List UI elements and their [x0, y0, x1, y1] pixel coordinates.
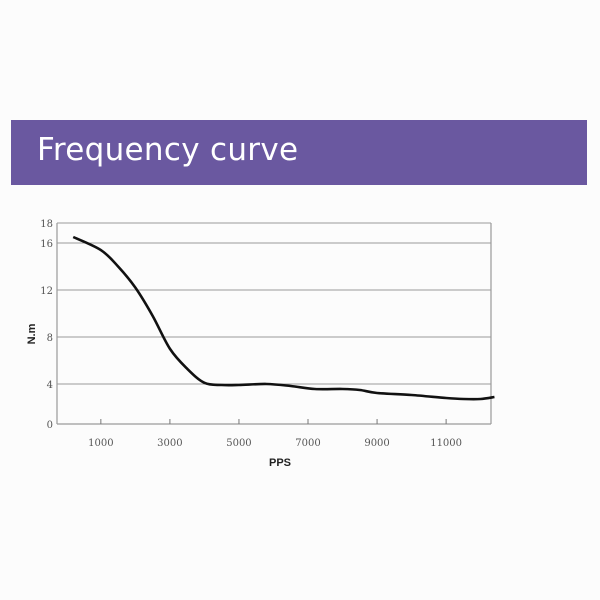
x-axis-label: PPS [269, 457, 291, 469]
y-tick-label: 12 [40, 286, 53, 297]
torque-curve [72, 235, 495, 401]
x-tick-label: 3000 [157, 438, 182, 449]
y-tick-label: 0 [47, 420, 53, 431]
x-tick-label: 7000 [295, 438, 320, 449]
y-tick-label: 18 [40, 219, 53, 230]
x-tick-label: 11000 [430, 438, 462, 449]
x-tick-label: 1000 [88, 438, 113, 449]
x-tick-label: 5000 [226, 438, 251, 449]
x-tick-label: 9000 [364, 438, 389, 449]
page-title: Frequency curve [37, 132, 299, 168]
y-tick-label: 4 [47, 380, 53, 391]
y-axis-label: N.m [26, 323, 38, 344]
y-tick-label: 16 [40, 239, 53, 250]
title-banner: Frequency curve [11, 120, 587, 185]
y-tick-label: 8 [47, 333, 53, 344]
